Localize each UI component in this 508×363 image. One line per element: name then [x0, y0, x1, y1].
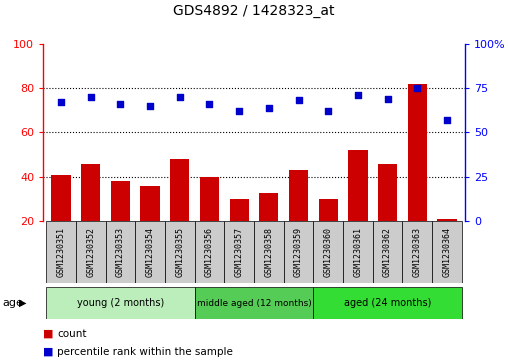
Text: middle aged (12 months): middle aged (12 months) [197, 299, 311, 307]
Text: aged (24 months): aged (24 months) [344, 298, 431, 308]
Bar [81, 164, 101, 221]
Bar [230, 199, 249, 221]
Bar [254, 221, 283, 283]
Point [176, 94, 184, 100]
Bar [348, 150, 368, 221]
Text: percentile rank within the sample: percentile rank within the sample [57, 347, 233, 357]
Bar [76, 221, 106, 283]
Text: GDS4892 / 1428323_at: GDS4892 / 1428323_at [173, 4, 335, 18]
Point [324, 108, 332, 114]
Text: GSM1230354: GSM1230354 [146, 227, 154, 277]
Text: GSM1230356: GSM1230356 [205, 227, 214, 277]
Bar [343, 221, 373, 283]
Bar [378, 164, 397, 221]
Text: GSM1230355: GSM1230355 [175, 227, 184, 277]
Bar [165, 221, 195, 283]
Point [235, 108, 243, 114]
Bar [313, 221, 343, 283]
Point [265, 105, 273, 110]
Text: GSM1230351: GSM1230351 [56, 227, 66, 277]
Text: count: count [57, 329, 86, 339]
Bar [289, 170, 308, 221]
Bar [46, 221, 76, 283]
Text: GSM1230359: GSM1230359 [294, 227, 303, 277]
Text: GSM1230361: GSM1230361 [354, 227, 362, 277]
Bar [195, 221, 225, 283]
Bar [195, 287, 313, 319]
Point [87, 94, 95, 100]
Bar [313, 287, 462, 319]
Text: ▶: ▶ [19, 298, 27, 308]
Bar [140, 186, 160, 221]
Bar [319, 199, 338, 221]
Point [57, 99, 65, 105]
Bar [283, 221, 313, 283]
Text: GSM1230364: GSM1230364 [442, 227, 452, 277]
Bar [259, 192, 278, 221]
Text: age: age [3, 298, 23, 308]
Text: GSM1230358: GSM1230358 [264, 227, 273, 277]
Text: young (2 months): young (2 months) [77, 298, 164, 308]
Text: GSM1230352: GSM1230352 [86, 227, 95, 277]
Point [443, 117, 451, 123]
Text: GSM1230363: GSM1230363 [413, 227, 422, 277]
Bar [402, 221, 432, 283]
Text: ■: ■ [43, 329, 54, 339]
Point [384, 96, 392, 102]
Bar [373, 221, 402, 283]
Bar [111, 182, 130, 221]
Bar [225, 221, 254, 283]
Point [295, 98, 303, 103]
Bar [170, 159, 189, 221]
Bar [106, 221, 135, 283]
Bar [432, 221, 462, 283]
Point [205, 101, 213, 107]
Point [413, 85, 421, 91]
Text: GSM1230353: GSM1230353 [116, 227, 125, 277]
Text: GSM1230357: GSM1230357 [235, 227, 244, 277]
Point [146, 103, 154, 109]
Text: GSM1230360: GSM1230360 [324, 227, 333, 277]
Point [116, 101, 124, 107]
Bar [200, 177, 219, 221]
Text: GSM1230362: GSM1230362 [383, 227, 392, 277]
Bar [407, 83, 427, 221]
Bar [46, 287, 195, 319]
Text: ■: ■ [43, 347, 54, 357]
Bar [437, 219, 457, 221]
Bar [135, 221, 165, 283]
Point [354, 92, 362, 98]
Bar [51, 175, 71, 221]
